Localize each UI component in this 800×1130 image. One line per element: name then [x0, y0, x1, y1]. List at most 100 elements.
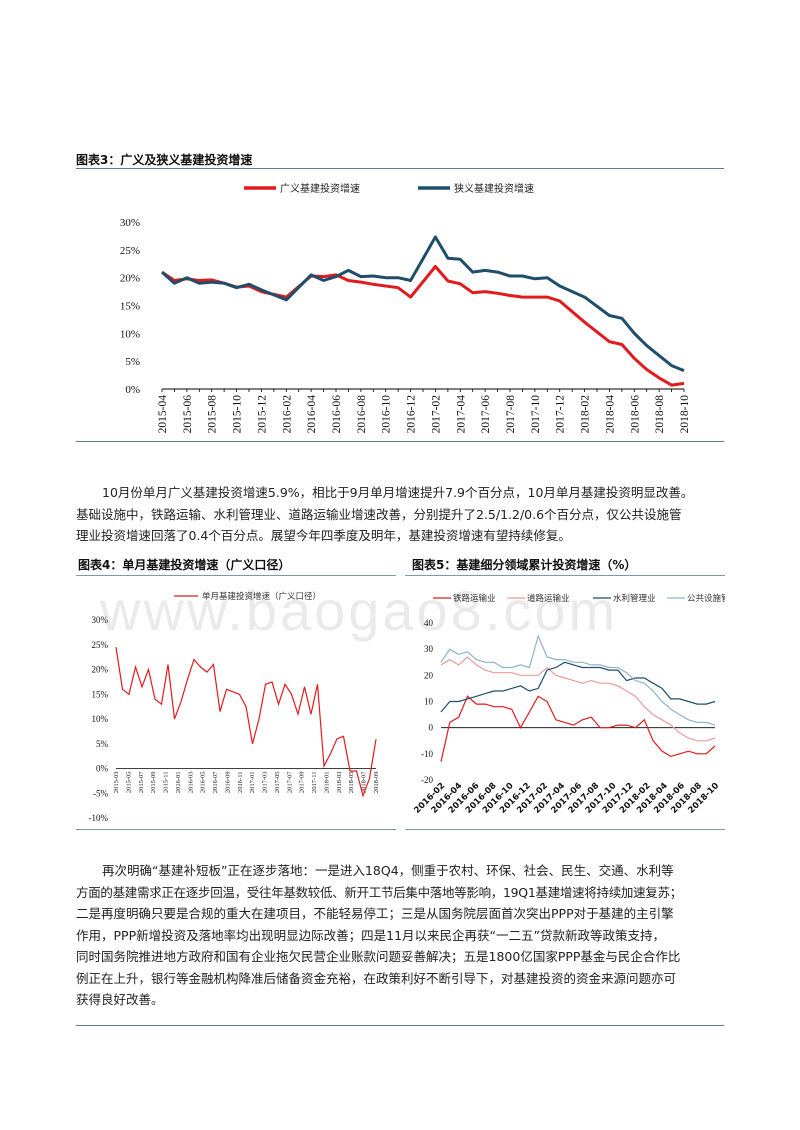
- figure5-bottom-rule: [405, 829, 725, 830]
- series-line-2: [440, 661, 716, 713]
- x-tick-label: 2016-01: [175, 772, 182, 794]
- legend-label-0: 铁路运输业: [453, 593, 496, 604]
- x-tick-label: 2016-10: [381, 395, 393, 434]
- x-tick-label: 2015-10: [232, 395, 244, 434]
- x-tick-label: 2017-01: [249, 772, 256, 794]
- x-tick-label: 2017-02: [430, 395, 442, 434]
- figure3-top-rule: [76, 168, 724, 169]
- x-tick-label: 2017-09: [299, 772, 306, 794]
- y-tick-label: -10%: [89, 813, 109, 823]
- x-tick-label: 2018-10: [679, 395, 691, 434]
- x-tick-label: 2015-05: [125, 772, 132, 794]
- y-tick-label: 25%: [120, 245, 140, 257]
- paragraph-2-line-5: 同时国务院推进地方政府和国有企业拖欠民营企业账款问题妥善解决；五是1800亿国家…: [76, 949, 681, 964]
- x-tick-label: 2018-05: [348, 772, 355, 794]
- x-tick-label: 2016-04: [306, 395, 318, 434]
- x-tick-label: 2017-11: [311, 772, 318, 793]
- x-tick-label: 2016-03: [187, 772, 194, 794]
- paragraph-2-line-4: 作用，PPP新增投资及落地率均出现明显边际改善；四是11月以来民企再获“一二五”…: [76, 927, 665, 943]
- legend-label-1: 道路运输业: [527, 593, 570, 604]
- x-tick-label: 2018-03: [336, 772, 343, 794]
- y-tick-label: 0%: [125, 384, 140, 396]
- legend-label-0: 广义基建投资增速: [280, 182, 360, 195]
- legend-label-1: 狭义基建投资增速: [454, 182, 534, 195]
- x-tick-label: 2016-12: [406, 395, 418, 434]
- y-tick-label: 10: [424, 697, 434, 707]
- x-tick-label: 2017-10: [530, 395, 542, 434]
- x-tick-label: 2015-06: [182, 395, 194, 434]
- figure3-chart: 广义基建投资增速 狭义基建投资增速 30% 25% 20% 15% 10% 5% 0% 2015-…: [120, 182, 691, 434]
- series-line-1: [440, 656, 716, 742]
- x-tick-label: 2018-04: [604, 395, 616, 434]
- y-tick-label: 30%: [92, 615, 109, 625]
- figure4-chart: 单月基建投资增速（广义口径） 30% 25% 20% 15% 10% 5% 0% -5% -10%…: [89, 591, 381, 823]
- y-tick-label: 30%: [120, 217, 140, 229]
- y-tick-label: 0%: [96, 764, 109, 774]
- x-tick-label: 2018-02: [580, 395, 592, 434]
- paragraph-2: 再次明确“基建补短板”正在逐步落地：一是进入18Q4，侧重于农村、环保、社会、民…: [76, 860, 726, 1011]
- x-tick-label: 2016-08: [356, 395, 368, 434]
- x-tick-label: 2018-06: [629, 395, 641, 434]
- paragraph-1-line-1: 10月份单月广义基建投资增速5.9%，相比于9月单月增速提升7.9个百分点，10…: [102, 485, 694, 500]
- paragraph-1: 10月份单月广义基建投资增速5.9%，相比于9月单月增速提升7.9个百分点，10…: [76, 482, 726, 547]
- figure5-top-rule: [405, 575, 725, 576]
- y-tick-label: 5%: [96, 739, 109, 749]
- x-tick-label: 2016-06: [331, 395, 343, 434]
- page-bottom-rule: [76, 1025, 724, 1026]
- series-line-0: [161, 265, 685, 387]
- figure3-bottom-rule: [76, 441, 724, 442]
- x-tick-label: 2016-07: [212, 771, 219, 793]
- y-tick-label: 15%: [92, 689, 109, 699]
- figure5-title: 图表5：基建细分领域累计投资增速（%）: [412, 558, 637, 572]
- y-tick-label: 15%: [120, 301, 140, 313]
- x-tick-label: 2018-08: [654, 395, 666, 434]
- x-tick-label: 2015-12: [256, 395, 268, 434]
- x-tick-label: 2017-07: [286, 771, 293, 793]
- y-tick-label: 20: [424, 670, 434, 680]
- legend-label: 单月基建投资增速（广义口径）: [202, 591, 321, 602]
- paragraph-1-line-2: 基础设施中，铁路运输、水利管理业、道路运输业增速改善，分别提升了2.5/1.2/…: [76, 506, 682, 522]
- x-tick-label: 2018-09: [373, 772, 380, 794]
- paragraph-2-line-2: 方面的基建需求正在逐步回温，受往年基数较低、新开工节后集中落地等影响，19Q1基…: [76, 884, 682, 900]
- paragraph-2-line-3: 二是再度明确只要是合规的重大在建项目，不能轻易停工；三是从国务院层面首次突出PP…: [76, 906, 674, 921]
- x-tick-label: 2016-05: [200, 772, 207, 794]
- y-tick-label: 20%: [120, 273, 140, 285]
- y-tick-label: 20%: [92, 665, 109, 675]
- series-line-1: [160, 235, 685, 372]
- x-tick-label: 2016-11: [237, 772, 244, 793]
- series-line: [115, 647, 377, 798]
- x-tick-label: 2015-03: [113, 772, 120, 794]
- paragraph-1-line-3: 理业投资增速回落了0.4个百分点。展望今年四季度及明年，基建投资增速有望持续修复…: [76, 528, 571, 543]
- x-tick-label: 2015-04: [157, 395, 169, 434]
- y-tick-label: 30: [424, 644, 434, 654]
- legend-label-2: 水利管理业: [613, 593, 656, 604]
- watermark: www.baogao8.com: [100, 579, 619, 642]
- x-tick-label: 2015-09: [150, 772, 157, 794]
- x-tick-label: 2017-12: [555, 395, 567, 434]
- x-tick-label: 2017-08: [505, 395, 517, 434]
- x-tick-label: 2017-03: [262, 772, 269, 794]
- series-line-0: [440, 695, 716, 762]
- series-line-3: [440, 634, 716, 726]
- figure5-chart: 铁路运输业道路运输业水利管理业公共设施管理业403020100-10-20201…: [412, 593, 725, 816]
- x-tick-label: 2018-07: [361, 771, 368, 793]
- figure4-top-rule: [76, 575, 396, 576]
- y-tick-label: -20: [421, 775, 433, 785]
- x-tick-label: 2016-09: [224, 772, 231, 794]
- paragraph-2-line-6: 例正在上升，银行等金融机构降准后储备资金充裕，在政策利好不断引导下，对基建投资的…: [76, 970, 677, 986]
- x-tick-label: 2017-04: [455, 395, 467, 434]
- y-tick-label: 10%: [120, 328, 140, 340]
- y-tick-label: 40: [424, 618, 434, 628]
- y-tick-label: 10%: [92, 714, 109, 724]
- x-tick-label: 2015-11: [163, 772, 170, 793]
- y-tick-label: 25%: [92, 640, 109, 650]
- paragraph-2-line-1: 再次明确“基建补短板”正在逐步落地：一是进入18Q4，侧重于农村、环保、社会、民…: [102, 863, 674, 878]
- y-tick-label: 0: [429, 723, 434, 733]
- figure4-title: 图表4：单月基建投资增速（广义口径）: [78, 558, 291, 572]
- y-tick-label: 5%: [125, 356, 140, 368]
- x-tick-label: 2017-05: [274, 772, 281, 794]
- paragraph-2-line-7: 获得良好改善。: [76, 992, 164, 1007]
- y-tick-label: -5%: [93, 788, 108, 798]
- figure3-title: 图表3：广义及狭义基建投资增速: [76, 153, 253, 167]
